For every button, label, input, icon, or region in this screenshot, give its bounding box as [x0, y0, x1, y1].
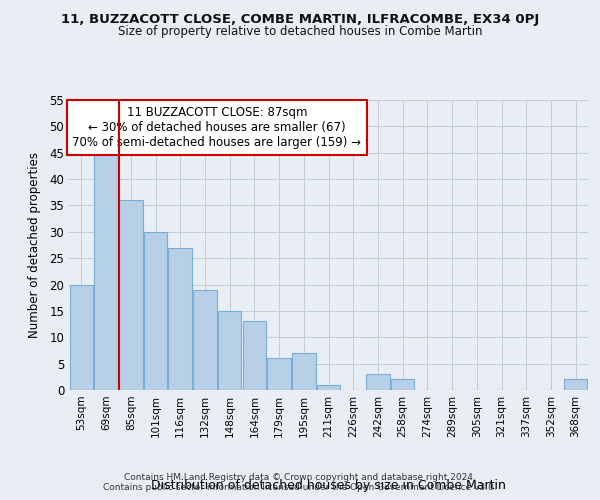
Bar	[366, 374, 389, 390]
Text: 11, BUZZACOTT CLOSE, COMBE MARTIN, ILFRACOMBE, EX34 0PJ: 11, BUZZACOTT CLOSE, COMBE MARTIN, ILFRA…	[61, 12, 539, 26]
Text: Size of property relative to detached houses in Combe Martin: Size of property relative to detached ho…	[118, 25, 482, 38]
Bar	[193, 290, 217, 390]
Bar	[564, 380, 587, 390]
Bar	[218, 311, 241, 390]
Bar	[94, 152, 118, 390]
Bar	[242, 322, 266, 390]
Text: 11 BUZZACOTT CLOSE: 87sqm
← 30% of detached houses are smaller (67)
70% of semi-: 11 BUZZACOTT CLOSE: 87sqm ← 30% of detac…	[73, 106, 361, 149]
Y-axis label: Number of detached properties: Number of detached properties	[28, 152, 41, 338]
Bar	[144, 232, 167, 390]
Bar	[317, 384, 340, 390]
Text: Contains HM Land Registry data © Crown copyright and database right 2024.
Contai: Contains HM Land Registry data © Crown c…	[103, 473, 497, 492]
Bar	[169, 248, 192, 390]
Bar	[268, 358, 291, 390]
X-axis label: Distribution of detached houses by size in Combe Martin: Distribution of detached houses by size …	[151, 478, 506, 492]
Bar	[292, 353, 316, 390]
Bar	[391, 380, 415, 390]
Bar	[119, 200, 143, 390]
Bar	[70, 284, 93, 390]
